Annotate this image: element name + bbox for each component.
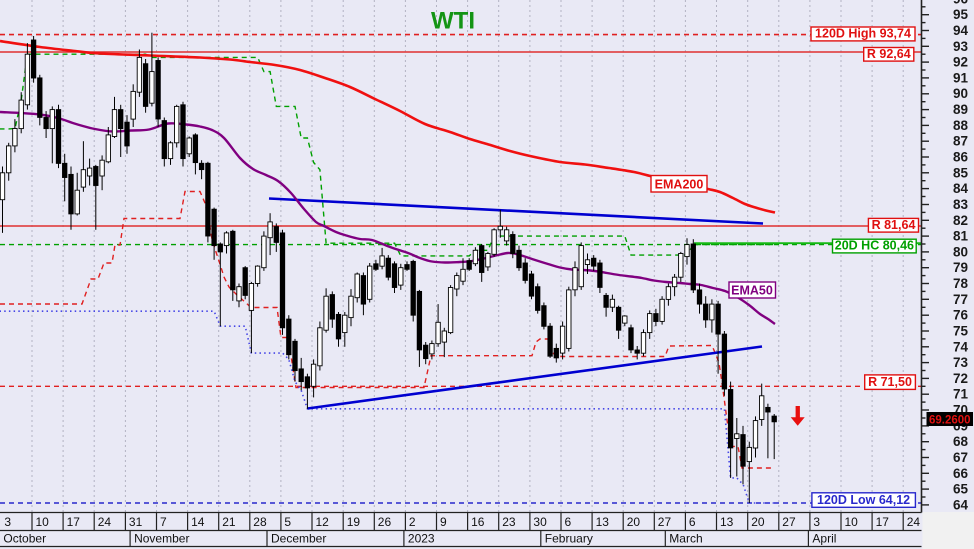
- svg-text:7: 7: [160, 515, 167, 529]
- svg-text:5: 5: [284, 515, 291, 529]
- svg-text:93: 93: [953, 39, 969, 54]
- svg-text:66: 66: [953, 466, 969, 481]
- svg-text:95: 95: [953, 7, 969, 22]
- svg-text:28: 28: [253, 515, 267, 529]
- svg-text:64: 64: [953, 497, 969, 512]
- svg-text:81: 81: [953, 229, 969, 244]
- svg-text:February: February: [545, 532, 593, 546]
- svg-text:EMA50: EMA50: [731, 284, 773, 298]
- svg-text:74: 74: [953, 339, 969, 354]
- svg-text:13: 13: [596, 515, 610, 529]
- svg-text:31: 31: [129, 515, 143, 529]
- svg-text:71: 71: [953, 387, 969, 402]
- svg-text:20D HC 80,46: 20D HC 80,46: [835, 239, 914, 253]
- svg-text:96: 96: [953, 0, 969, 6]
- svg-text:67: 67: [953, 450, 968, 465]
- svg-text:9: 9: [440, 515, 447, 529]
- svg-text:30: 30: [533, 515, 547, 529]
- svg-text:October: October: [3, 532, 46, 546]
- svg-text:6: 6: [689, 515, 696, 529]
- svg-text:10: 10: [36, 515, 50, 529]
- svg-text:65: 65: [953, 482, 969, 497]
- svg-text:16: 16: [471, 515, 485, 529]
- svg-text:20: 20: [751, 515, 765, 529]
- svg-text:17: 17: [876, 515, 890, 529]
- svg-text:24: 24: [907, 515, 921, 529]
- svg-text:20: 20: [627, 515, 641, 529]
- svg-text:R 92,64: R 92,64: [867, 47, 911, 61]
- svg-text:87: 87: [953, 134, 968, 149]
- svg-text:79: 79: [953, 260, 968, 275]
- svg-text:March: March: [669, 532, 702, 546]
- svg-text:26: 26: [378, 515, 392, 529]
- svg-text:27: 27: [658, 515, 672, 529]
- svg-text:6: 6: [565, 515, 572, 529]
- svg-text:12: 12: [316, 515, 330, 529]
- svg-text:94: 94: [953, 23, 969, 38]
- svg-text:92: 92: [953, 55, 968, 70]
- svg-text:EMA200: EMA200: [655, 178, 704, 192]
- svg-text:68: 68: [953, 434, 969, 449]
- svg-text:90: 90: [953, 86, 968, 101]
- svg-text:R 81,64: R 81,64: [872, 218, 916, 232]
- svg-text:85: 85: [953, 165, 969, 180]
- svg-text:17: 17: [67, 515, 81, 529]
- svg-text:91: 91: [953, 70, 969, 85]
- svg-text:73: 73: [953, 355, 969, 370]
- svg-text:2: 2: [409, 515, 416, 529]
- svg-text:2023: 2023: [408, 532, 435, 546]
- svg-text:14: 14: [191, 515, 205, 529]
- svg-text:April: April: [812, 532, 836, 546]
- svg-text:December: December: [271, 532, 326, 546]
- svg-text:88: 88: [953, 118, 969, 133]
- svg-text:3: 3: [813, 515, 820, 529]
- svg-text:24: 24: [98, 515, 112, 529]
- svg-text:WTI: WTI: [431, 8, 475, 35]
- svg-text:72: 72: [953, 371, 968, 386]
- svg-text:19: 19: [347, 515, 361, 529]
- svg-text:3: 3: [4, 515, 11, 529]
- svg-text:120D Low 64,12: 120D Low 64,12: [817, 493, 910, 507]
- svg-text:80: 80: [953, 244, 968, 259]
- svg-text:86: 86: [953, 150, 969, 165]
- svg-text:23: 23: [502, 515, 516, 529]
- svg-text:R 71,50: R 71,50: [868, 375, 912, 389]
- svg-text:89: 89: [953, 102, 968, 117]
- svg-text:120D High 93,74: 120D High 93,74: [815, 27, 911, 41]
- svg-text:21: 21: [222, 515, 236, 529]
- svg-text:13: 13: [720, 515, 734, 529]
- svg-text:82: 82: [953, 213, 968, 228]
- svg-text:84: 84: [953, 181, 969, 196]
- svg-text:83: 83: [953, 197, 969, 212]
- svg-text:69.2600: 69.2600: [929, 414, 971, 426]
- svg-text:27: 27: [782, 515, 796, 529]
- svg-text:10: 10: [845, 515, 859, 529]
- svg-text:November: November: [134, 532, 189, 546]
- svg-text:76: 76: [953, 308, 969, 323]
- svg-text:78: 78: [953, 276, 969, 291]
- svg-text:75: 75: [953, 324, 969, 339]
- svg-text:77: 77: [953, 292, 968, 307]
